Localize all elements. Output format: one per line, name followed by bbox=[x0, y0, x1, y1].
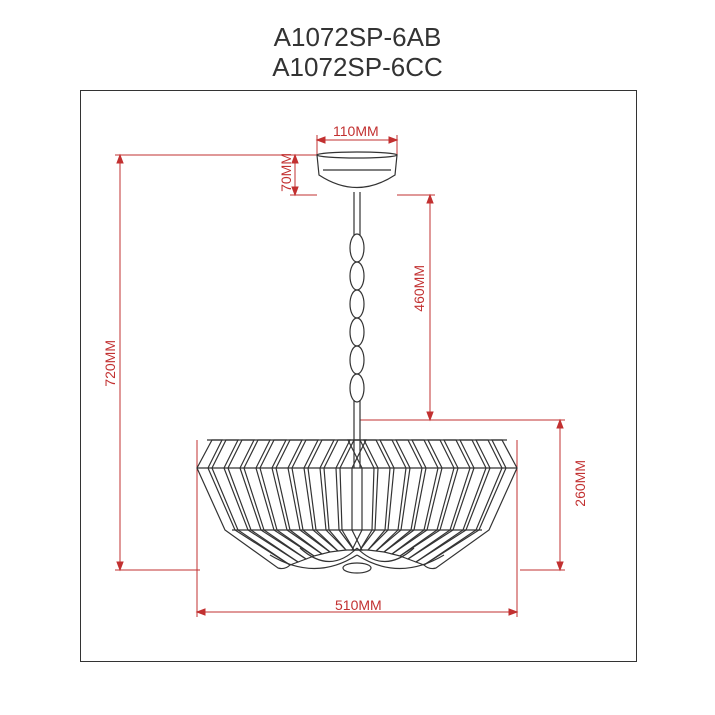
technical-drawing bbox=[0, 0, 715, 715]
